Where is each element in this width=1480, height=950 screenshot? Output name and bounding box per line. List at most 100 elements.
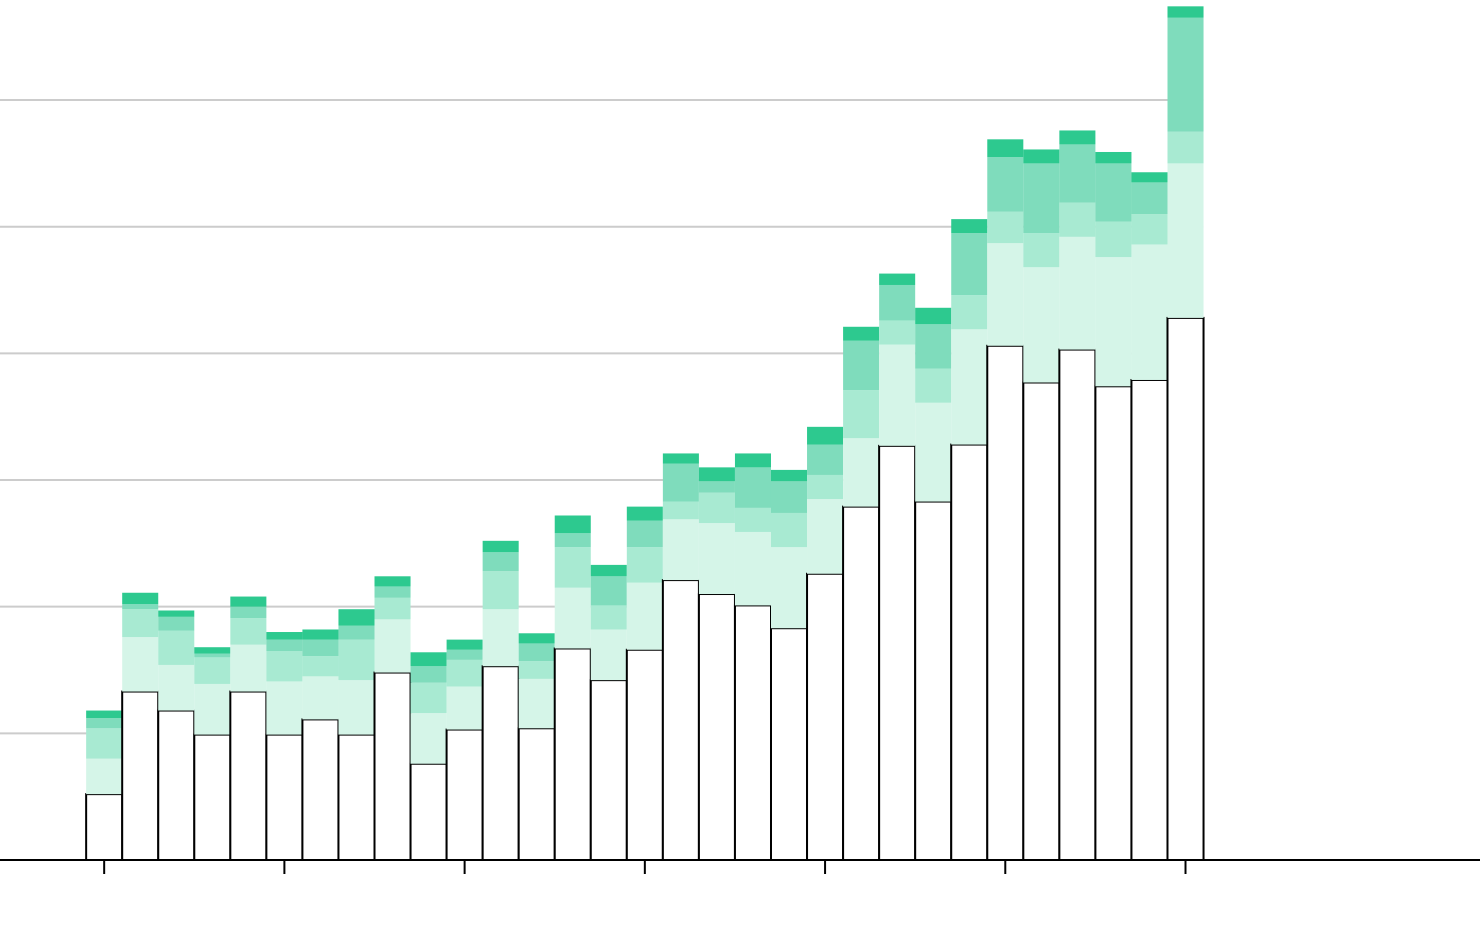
bar-segment bbox=[230, 596, 267, 607]
bar-segment bbox=[879, 344, 916, 446]
bar-segment bbox=[1131, 244, 1168, 380]
bar-segment bbox=[734, 453, 771, 468]
bar-segment bbox=[193, 733, 232, 862]
bar-segment bbox=[698, 492, 735, 524]
bar-segment bbox=[698, 523, 735, 595]
bar-segment bbox=[1095, 151, 1132, 164]
bar-segment bbox=[987, 157, 1024, 212]
bar-segment bbox=[302, 629, 339, 640]
bar-segment bbox=[229, 690, 268, 861]
bar-segment bbox=[1131, 172, 1168, 183]
bar-segment bbox=[589, 679, 628, 861]
bar-segment bbox=[518, 633, 555, 644]
bar-segment bbox=[122, 637, 159, 692]
bar-segment bbox=[122, 609, 159, 638]
bar-segment bbox=[338, 609, 375, 626]
bar-segment bbox=[662, 519, 699, 581]
bar-segment bbox=[770, 481, 808, 513]
bar-segment bbox=[626, 506, 663, 521]
bar-segment bbox=[1058, 348, 1097, 861]
bar-segment bbox=[266, 639, 303, 652]
bar-segment bbox=[86, 718, 123, 729]
bar-segment bbox=[86, 728, 123, 759]
bar-segment bbox=[1023, 267, 1060, 383]
bar-segment bbox=[518, 661, 555, 679]
bar-segment bbox=[122, 604, 159, 610]
bar-segment bbox=[194, 683, 231, 735]
bar-segment bbox=[554, 587, 591, 649]
bar-segment bbox=[1059, 144, 1096, 203]
bar-segment bbox=[374, 586, 411, 598]
bar-segment bbox=[266, 681, 303, 735]
bar-segment bbox=[1059, 130, 1096, 145]
bar-segment bbox=[518, 678, 555, 729]
bar-segment bbox=[915, 402, 952, 502]
bar-segment bbox=[915, 368, 952, 403]
bar-segment bbox=[807, 426, 844, 445]
bar-segment bbox=[482, 571, 519, 610]
bar-segment bbox=[843, 438, 880, 507]
bar-segment bbox=[410, 652, 447, 667]
bar-segment bbox=[733, 604, 772, 861]
bar-segment bbox=[446, 639, 483, 650]
bar-segment bbox=[302, 639, 339, 657]
bar-segment bbox=[843, 340, 880, 391]
bar-segment bbox=[878, 444, 917, 861]
bar-segment bbox=[1059, 236, 1096, 350]
bar-segment bbox=[122, 592, 159, 605]
bar-segment bbox=[410, 666, 447, 683]
bar-segment bbox=[158, 664, 195, 711]
bar-segment bbox=[914, 500, 953, 861]
bar-segment bbox=[697, 593, 736, 861]
bar-segment bbox=[1167, 163, 1204, 318]
bar-segment bbox=[481, 665, 520, 861]
bar-segment bbox=[807, 474, 844, 500]
bar-segment bbox=[626, 547, 663, 583]
bar-segment bbox=[86, 758, 123, 795]
bar-segment bbox=[1166, 316, 1205, 861]
bar-segment bbox=[915, 324, 952, 369]
bar-segment bbox=[302, 676, 339, 720]
bar-segment bbox=[446, 649, 483, 660]
bar-segment bbox=[121, 690, 160, 861]
bar-segment bbox=[301, 718, 340, 861]
bar-segment bbox=[807, 444, 844, 475]
bar-segment bbox=[625, 648, 664, 861]
bar-segment bbox=[266, 632, 303, 640]
bar-segment bbox=[86, 710, 123, 719]
bar-segment bbox=[374, 619, 411, 673]
bar-segment bbox=[770, 547, 808, 629]
bar-segment bbox=[951, 219, 988, 234]
bar-segment bbox=[1095, 257, 1132, 387]
bar-segment bbox=[879, 284, 916, 321]
bar-segment bbox=[446, 686, 483, 730]
bar-segment bbox=[1167, 6, 1204, 18]
bar-segment bbox=[1023, 149, 1060, 164]
bar-segment bbox=[554, 547, 591, 588]
bar-segment bbox=[409, 762, 448, 861]
bar-segment bbox=[626, 582, 663, 650]
bar-segment bbox=[410, 682, 447, 714]
bar-segment bbox=[1023, 233, 1060, 268]
bar-segment bbox=[590, 605, 627, 630]
bar-segment bbox=[158, 616, 195, 631]
bar-segment bbox=[482, 552, 519, 572]
bar-segment bbox=[85, 793, 124, 861]
bar-segment bbox=[734, 507, 771, 532]
bar-segment bbox=[158, 610, 195, 617]
bar-segment bbox=[698, 467, 735, 482]
bar-segment bbox=[338, 625, 375, 640]
bar-segment bbox=[1022, 381, 1061, 861]
bar-segment bbox=[770, 469, 808, 482]
bar-segment bbox=[1059, 202, 1096, 237]
bar-segment bbox=[1095, 221, 1132, 258]
bar-segment bbox=[951, 295, 988, 330]
bar-segment bbox=[194, 647, 231, 654]
bar-segment bbox=[951, 233, 988, 296]
bar-segment bbox=[662, 463, 699, 502]
bar-segment bbox=[590, 629, 627, 681]
bar-segment bbox=[445, 728, 484, 862]
bar-segment bbox=[194, 653, 231, 658]
bar-segment bbox=[951, 329, 988, 445]
